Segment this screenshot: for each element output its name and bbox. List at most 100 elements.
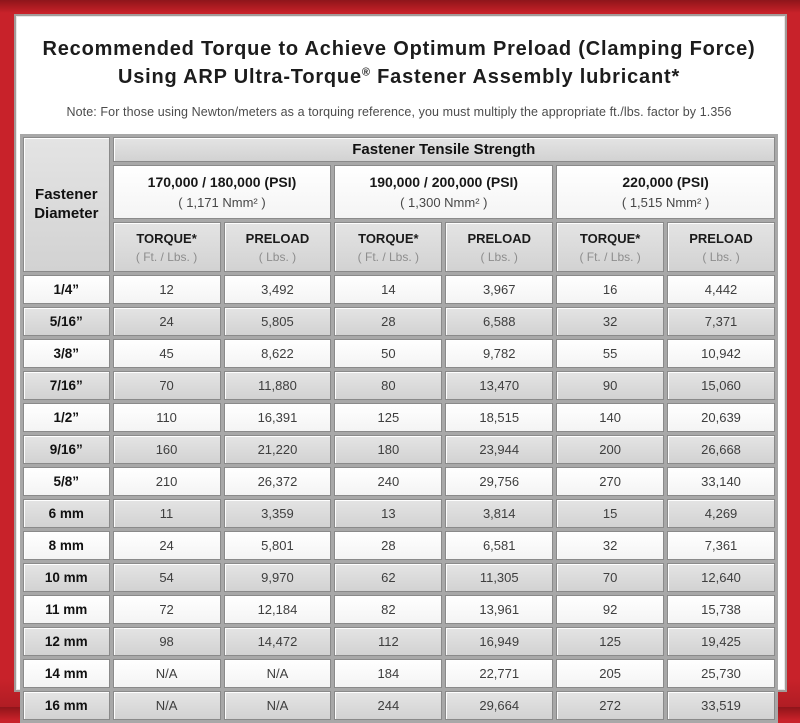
nmm-rating: ( 1,300 Nmm² ) bbox=[400, 195, 488, 211]
fastener-diameter-header-cell: Fastener Diameter bbox=[23, 137, 110, 273]
row-label-cell: 12 mm bbox=[23, 627, 110, 657]
data-cell: 3,492 bbox=[223, 275, 332, 305]
data-cell: 28 bbox=[334, 531, 443, 561]
data-cell: 7,361 bbox=[667, 531, 775, 561]
data-cell: 200 bbox=[556, 435, 665, 465]
torque-header-cell: TORQUE* ( Ft. / Lbs. ) bbox=[556, 222, 665, 273]
data-cell: 160 bbox=[112, 435, 221, 465]
row-label-cell: 8 mm bbox=[23, 531, 110, 561]
row-label-cell: 16 mm bbox=[23, 691, 110, 721]
data-cell: 4,442 bbox=[667, 275, 775, 305]
data-cell: 32 bbox=[556, 307, 665, 337]
preload-header-cell: PRELOAD ( Lbs. ) bbox=[445, 222, 554, 273]
data-cell: 23,944 bbox=[445, 435, 554, 465]
data-cell: 11,880 bbox=[223, 371, 332, 401]
table-row: 3/8” 45 8,622 50 9,782 55 10,942 bbox=[23, 339, 775, 369]
table-row: 12 mm 98 14,472 112 16,949 125 19,425 bbox=[23, 627, 775, 657]
data-cell: 15,060 bbox=[667, 371, 775, 401]
data-cell: 13 bbox=[334, 499, 443, 529]
data-cell: 82 bbox=[334, 595, 443, 625]
data-cell: 140 bbox=[556, 403, 665, 433]
data-cell: 12 bbox=[112, 275, 221, 305]
preload-header-cell: PRELOAD ( Lbs. ) bbox=[223, 222, 332, 273]
table-row: 16 mm N/A N/A 244 29,664 272 33,519 bbox=[23, 691, 775, 721]
data-cell: 98 bbox=[112, 627, 221, 657]
data-cell: 12,640 bbox=[667, 563, 775, 593]
data-cell: 26,372 bbox=[223, 467, 332, 497]
data-cell: 24 bbox=[112, 307, 221, 337]
data-cell: 26,668 bbox=[667, 435, 775, 465]
table-row: 5/8” 210 26,372 240 29,756 270 33,140 bbox=[23, 467, 775, 497]
registered-trademark-symbol: ® bbox=[361, 65, 371, 78]
psi-rating: 170,000 / 180,000 (PSI) bbox=[147, 174, 297, 191]
row-label-cell: 1/4” bbox=[23, 275, 110, 305]
table-row: 1/2” 110 16,391 125 18,515 140 20,639 bbox=[23, 403, 775, 433]
data-cell: 9,970 bbox=[223, 563, 332, 593]
table-row: 9/16” 160 21,220 180 23,944 200 26,668 bbox=[23, 435, 775, 465]
data-cell: 112 bbox=[334, 627, 443, 657]
data-cell: 29,664 bbox=[445, 691, 554, 721]
data-cell: 16,949 bbox=[445, 627, 554, 657]
table-row: 5/16” 24 5,805 28 6,588 32 7,371 bbox=[23, 307, 775, 337]
data-cell: 272 bbox=[556, 691, 665, 721]
row-label-cell: 5/8” bbox=[23, 467, 110, 497]
data-cell: 270 bbox=[556, 467, 665, 497]
data-cell: 15 bbox=[556, 499, 665, 529]
data-cell: 28 bbox=[334, 307, 443, 337]
data-cell: N/A bbox=[223, 691, 332, 721]
data-cell: 10,942 bbox=[667, 339, 775, 369]
page-title: Recommended Torque to Achieve Optimum Pr… bbox=[29, 36, 769, 91]
data-cell: 92 bbox=[556, 595, 665, 625]
data-cell: 50 bbox=[334, 339, 443, 369]
table-row: 8 mm 24 5,801 28 6,581 32 7,361 bbox=[23, 531, 775, 561]
red-frame: Recommended Torque to Achieve Optimum Pr… bbox=[14, 14, 787, 723]
data-cell: 15,738 bbox=[667, 595, 775, 625]
title-line-1: Recommended Torque to Achieve Optimum Pr… bbox=[42, 38, 756, 60]
data-cell: 19,425 bbox=[667, 627, 775, 657]
psi-group-cell-190: 190,000 / 200,000 (PSI) ( 1,300 Nmm² ) bbox=[334, 165, 554, 220]
data-cell: 14,472 bbox=[223, 627, 332, 657]
data-cell: 55 bbox=[556, 339, 665, 369]
nmm-rating: ( 1,515 Nmm² ) bbox=[621, 195, 710, 211]
data-cell: 62 bbox=[334, 563, 443, 593]
data-cell: 45 bbox=[112, 339, 221, 369]
table-row: 1/4” 12 3,492 14 3,967 16 4,442 bbox=[23, 275, 775, 305]
torque-preload-header-row: TORQUE* ( Ft. / Lbs. ) PRELOAD ( Lbs. ) … bbox=[23, 222, 775, 273]
table-row: 11 mm 72 12,184 82 13,961 92 15,738 bbox=[23, 595, 775, 625]
data-cell: 11 bbox=[112, 499, 221, 529]
data-cell: 110 bbox=[112, 403, 221, 433]
data-cell: 20,639 bbox=[667, 403, 775, 433]
data-cell: 54 bbox=[112, 563, 221, 593]
data-cell: 24 bbox=[112, 531, 221, 561]
data-cell: 21,220 bbox=[223, 435, 332, 465]
data-cell: 90 bbox=[556, 371, 665, 401]
data-cell: 18,515 bbox=[445, 403, 554, 433]
torque-header-cell: TORQUE* ( Ft. / Lbs. ) bbox=[334, 222, 443, 273]
data-cell: 25,730 bbox=[667, 659, 775, 689]
data-cell: 210 bbox=[112, 467, 221, 497]
data-cell: 11,305 bbox=[445, 563, 554, 593]
row-label-cell: 1/2” bbox=[23, 403, 110, 433]
torque-table: Fastener Diameter Fastener Tensile Stren… bbox=[20, 134, 778, 723]
data-cell: 8,622 bbox=[223, 339, 332, 369]
data-cell: N/A bbox=[112, 659, 221, 689]
data-cell: 13,470 bbox=[445, 371, 554, 401]
data-cell: 184 bbox=[334, 659, 443, 689]
data-cell: 14 bbox=[334, 275, 443, 305]
row-label-cell: 11 mm bbox=[23, 595, 110, 625]
row-label-cell: 6 mm bbox=[23, 499, 110, 529]
data-cell: 29,756 bbox=[445, 467, 554, 497]
note-text: Note: For those using Newton/meters as a… bbox=[66, 105, 732, 120]
data-cell: 33,140 bbox=[667, 467, 775, 497]
psi-group-cell-220: 220,000 (PSI) ( 1,515 Nmm² ) bbox=[556, 165, 775, 220]
torque-header-cell: TORQUE* ( Ft. / Lbs. ) bbox=[112, 222, 221, 273]
data-cell: 33,519 bbox=[667, 691, 775, 721]
nmm-rating: ( 1,171 Nmm² ) bbox=[178, 195, 266, 211]
data-cell: 7,371 bbox=[667, 307, 775, 337]
data-cell: 32 bbox=[556, 531, 665, 561]
data-cell: 4,269 bbox=[667, 499, 775, 529]
data-cell: 16,391 bbox=[223, 403, 332, 433]
data-cell: 125 bbox=[334, 403, 443, 433]
psi-group-header-row: 170,000 / 180,000 (PSI) ( 1,171 Nmm² ) 1… bbox=[23, 165, 775, 220]
data-cell: N/A bbox=[223, 659, 332, 689]
